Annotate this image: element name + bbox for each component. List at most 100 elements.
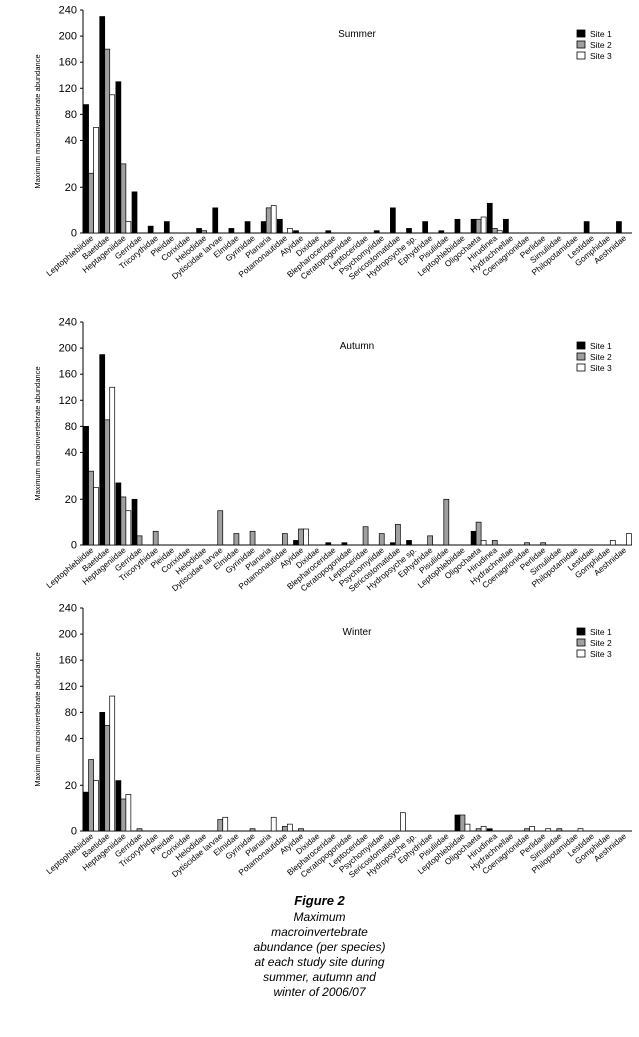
bar-site-3 [125, 794, 132, 832]
bar-site-2 [556, 828, 563, 832]
y-tick-label: 160 [59, 655, 77, 667]
legend-swatch [576, 627, 586, 636]
y-tick-label: 0 [71, 540, 77, 552]
y-tick-label: 200 [59, 343, 77, 355]
bar-site-3 [480, 826, 487, 832]
chart-title: Autumn [340, 341, 374, 352]
bar-site-1 [454, 218, 461, 234]
legend-label: Site 3 [590, 51, 612, 61]
legend-label: Site 1 [590, 341, 612, 351]
bar-site-2 [249, 828, 256, 832]
y-tick-label: 40 [65, 135, 77, 147]
bar-site-3 [480, 540, 487, 546]
bar-site-2 [298, 828, 304, 832]
bar-site-1 [115, 81, 122, 234]
legend-swatch [576, 341, 586, 350]
bar-site-1 [260, 221, 267, 234]
chart-title: Winter [343, 627, 373, 638]
bar-site-3 [626, 533, 632, 546]
bar-site-3 [270, 816, 277, 832]
bar-site-1 [99, 712, 106, 832]
chart-title: Summer [338, 29, 376, 40]
bar-site-1 [583, 221, 590, 234]
y-axis-label: Maximum macroinvertebrate abundance [33, 54, 42, 188]
bar-site-2 [136, 828, 143, 832]
bar-site-1 [83, 426, 89, 546]
bar-site-2 [217, 819, 224, 832]
y-tick-label: 20 [65, 494, 77, 506]
bar-site-2 [524, 828, 530, 832]
bar-site-2 [491, 228, 498, 234]
bar-site-2 [120, 163, 127, 234]
legend-swatch [576, 51, 586, 60]
y-tick-label: 240 [59, 317, 77, 329]
bar-site-1 [438, 230, 445, 234]
bar-site-3 [109, 386, 116, 546]
bar-site-1 [470, 218, 477, 234]
bar-site-3 [286, 823, 293, 832]
bar-site-2 [88, 470, 94, 546]
legend-swatch [576, 363, 586, 372]
bar-site-2 [104, 419, 111, 546]
figure-label: Figure 2 [294, 893, 345, 908]
bar-site-1 [454, 814, 461, 832]
y-tick-label: 240 [59, 5, 77, 17]
legend-label: Site 2 [590, 638, 612, 648]
bar-site-2 [217, 510, 224, 546]
y-tick-label: 0 [71, 228, 77, 240]
bar-site-3 [93, 780, 99, 832]
bar-site-1 [147, 225, 154, 234]
bar-site-3 [496, 230, 503, 234]
bar-site-1 [470, 530, 477, 546]
bar-site-1 [276, 218, 283, 234]
y-tick-label: 40 [65, 447, 77, 459]
bar-site-1 [196, 228, 202, 234]
bar-site-3 [303, 528, 309, 546]
y-tick-label: 160 [59, 369, 77, 381]
bar-site-1 [99, 354, 106, 546]
bar-site-2 [459, 814, 466, 832]
bar-site-3 [464, 823, 471, 832]
bar-site-3 [400, 812, 406, 832]
bar-site-2 [201, 230, 207, 234]
legend-swatch [576, 649, 586, 658]
bar-site-1 [131, 191, 138, 234]
y-tick-label: 120 [59, 395, 77, 407]
bar-site-2 [475, 218, 482, 234]
legend-label: Site 2 [590, 352, 612, 362]
y-tick-label: 80 [65, 109, 77, 121]
legend-swatch [576, 638, 586, 647]
y-tick-label: 200 [59, 629, 77, 641]
bar-site-1 [99, 16, 106, 234]
bar-site-1 [115, 780, 122, 832]
bar-site-2 [281, 826, 288, 832]
bar-site-1 [293, 540, 299, 546]
y-tick-label: 20 [65, 182, 77, 194]
bar-site-3 [125, 510, 132, 546]
bar-site-2 [378, 533, 385, 546]
bar-site-2 [427, 535, 434, 546]
chart-panel-winter: 0 20 40 80 120 160 200 240 Maximum macroinverteb… [33, 603, 632, 880]
figure-caption: Figure 2 Maximum macroinvertebrate abund… [0, 893, 639, 1000]
bar-site-2 [88, 759, 94, 832]
bar-site-1 [422, 221, 429, 234]
bar-site-1 [341, 542, 348, 546]
y-tick-label: 160 [59, 57, 77, 69]
bar-site-2 [443, 498, 450, 546]
y-tick-label: 120 [59, 83, 77, 95]
legend-swatch [576, 29, 586, 38]
bar-site-1 [325, 542, 332, 546]
bar-site-1 [228, 228, 235, 234]
bar-site-2 [104, 48, 111, 234]
bar-site-3 [529, 826, 535, 832]
chart-panel-autumn: 0 20 40 80 120 160 200 240 Maximum macroinverteb… [33, 317, 632, 594]
bar-site-3 [93, 487, 99, 546]
bar-site-3 [222, 816, 229, 832]
bar-site-1 [503, 218, 509, 234]
bar-site-3 [545, 828, 552, 832]
bar-site-3 [109, 94, 116, 234]
bar-site-2 [233, 533, 240, 546]
bar-site-2 [491, 540, 498, 546]
bar-site-2 [265, 207, 272, 234]
